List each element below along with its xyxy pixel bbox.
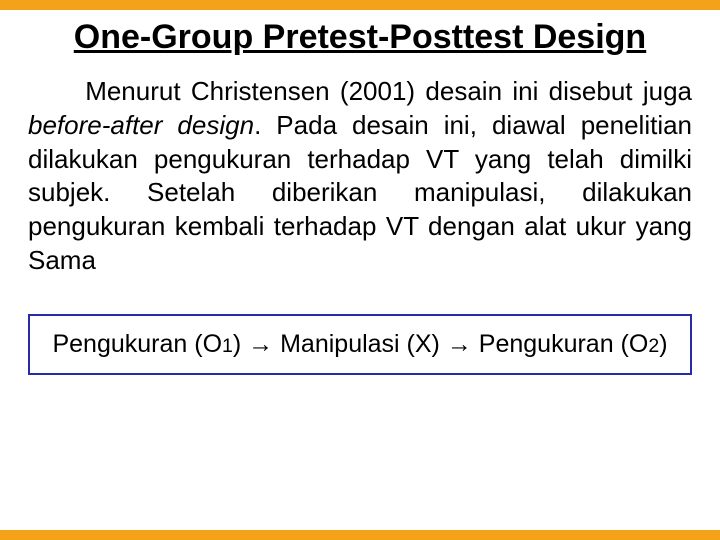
arrow-icon: → <box>248 330 273 358</box>
arrow-icon: → <box>447 330 472 358</box>
design-flow-box: Pengukuran (O1) → Manipulasi (X) → Pengu… <box>28 314 692 375</box>
slide-content: One-Group Pretest-Posttest Design Menuru… <box>28 18 692 375</box>
flow-t1: Pengukuran (O <box>52 330 222 358</box>
slide-title: One-Group Pretest-Posttest Design <box>28 18 692 57</box>
body-paragraph: Menurut Christensen (2001) desain ini di… <box>28 75 692 278</box>
flow-sub2: 2 <box>648 335 659 357</box>
bottom-accent-bar <box>0 530 720 540</box>
flow-t5: ) <box>659 330 667 358</box>
flow-sub1: 1 <box>222 335 233 357</box>
top-accent-bar <box>0 0 720 10</box>
flow-t4: Pengukuran (O <box>472 330 649 358</box>
para-italic: before-after design <box>28 110 254 140</box>
flow-t2: ) <box>233 330 248 358</box>
flow-t3: Manipulasi (X) <box>273 330 447 358</box>
para-text-1: Menurut Christensen (2001) desain ini di… <box>85 76 692 106</box>
